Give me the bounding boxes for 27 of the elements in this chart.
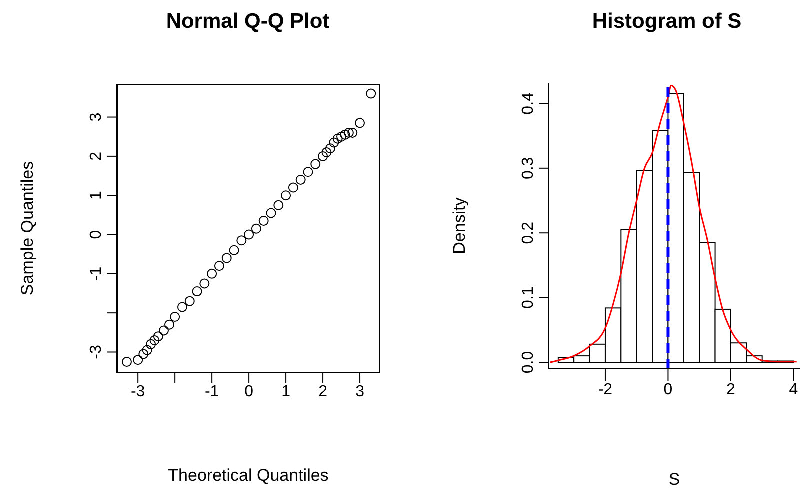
y-tick-label: 2 (88, 152, 105, 161)
y-tick-label: 0 (88, 230, 105, 240)
chart-title: Histogram of S (591, 10, 743, 34)
x-axis-title: S (668, 470, 680, 489)
y-axis-title: Sample Quantiles (18, 161, 38, 296)
x-tick-label: 0 (664, 381, 673, 398)
x-tick-label: -3 (130, 383, 146, 400)
y-tick-label: 0.1 (520, 286, 537, 309)
y-tick-label: 0.2 (520, 222, 537, 244)
y-tick-label: 1 (88, 191, 105, 200)
x-tick-label: 2 (318, 383, 328, 400)
y-tick-label: -3 (88, 345, 105, 360)
x-tick-label: -2 (598, 381, 613, 398)
y-tick-label: 0.4 (520, 92, 537, 115)
x-tick-label: 4 (789, 381, 798, 398)
x-tick-label: -1 (204, 383, 220, 400)
y-tick-label: 0.3 (520, 157, 537, 180)
y-tick-label: -1 (88, 266, 105, 282)
x-axis-title: Theoretical Quantiles (168, 466, 329, 485)
chart-title: Normal Q-Q Plot (165, 10, 331, 34)
y-tick-label: 3 (88, 112, 105, 122)
x-tick-label: 0 (244, 383, 254, 400)
x-tick-label: 1 (282, 383, 291, 400)
y-tick-label: 0.0 (520, 351, 537, 374)
y-axis-title: Density (450, 197, 470, 254)
x-tick-label: 3 (356, 383, 365, 400)
x-tick-label: 2 (726, 381, 736, 398)
